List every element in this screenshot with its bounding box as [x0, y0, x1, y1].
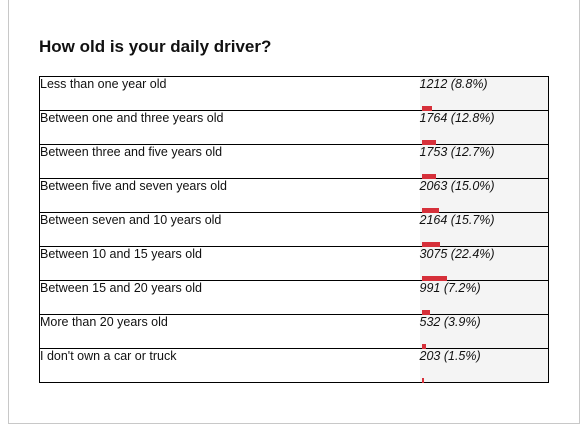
option-label: Between five and seven years old [39, 178, 420, 213]
poll-option-row: Between three and five years old 1753 (1… [39, 144, 549, 179]
poll-option-row: Between seven and 10 years old 2164 (15.… [39, 212, 549, 247]
poll-option-row: Less than one year old 1212 (8.8%) [39, 76, 549, 111]
poll-option-row: Between one and three years old 1764 (12… [39, 110, 549, 145]
option-result: 2063 (15.0%) [419, 178, 549, 213]
option-label: More than 20 years old [39, 314, 420, 349]
result-bar [421, 208, 439, 213]
result-count: 2063 (15.0%) [419, 179, 495, 193]
option-label: Between 15 and 20 years old [39, 280, 420, 315]
result-bar [421, 378, 424, 383]
result-count: 532 (3.9%) [419, 315, 481, 329]
option-label: Less than one year old [39, 76, 420, 111]
poll-option-row: Between five and seven years old 2063 (1… [39, 178, 549, 213]
result-bar [421, 174, 437, 179]
result-bar [421, 106, 432, 111]
result-count: 3075 (22.4%) [419, 247, 495, 261]
result-count: 1764 (12.8%) [419, 111, 495, 125]
result-count: 1212 (8.8%) [419, 77, 488, 91]
poll-results-table: Less than one year old 1212 (8.8%) Betwe… [39, 76, 549, 383]
option-result: 2164 (15.7%) [419, 212, 549, 247]
poll-title: How old is your daily driver? [39, 37, 272, 56]
option-result: 532 (3.9%) [419, 314, 549, 349]
result-bar [421, 344, 426, 349]
option-result: 203 (1.5%) [419, 348, 549, 383]
result-bar [421, 310, 430, 315]
option-label: Between seven and 10 years old [39, 212, 420, 247]
option-label: Between one and three years old [39, 110, 420, 145]
option-result: 1753 (12.7%) [419, 144, 549, 179]
option-result: 1764 (12.8%) [419, 110, 549, 145]
result-count: 1753 (12.7%) [419, 145, 495, 159]
poll-option-row: Between 15 and 20 years old 991 (7.2%) [39, 280, 549, 315]
poll-option-row: I don't own a car or truck 203 (1.5%) [40, 348, 549, 383]
option-label: Between three and five years old [39, 144, 420, 179]
poll-option-row: Between 10 and 15 years old 3075 (22.4%) [39, 246, 549, 281]
result-bar [421, 140, 437, 145]
result-count: 2164 (15.7%) [419, 213, 495, 227]
option-label: I don't own a car or truck [40, 349, 177, 363]
option-label: Between 10 and 15 years old [39, 246, 420, 281]
result-bar [421, 242, 440, 247]
result-count: 991 (7.2%) [419, 281, 481, 295]
poll-option-row: More than 20 years old 532 (3.9%) [39, 314, 549, 349]
result-bar [421, 276, 448, 281]
option-result: 991 (7.2%) [419, 280, 549, 315]
result-count: 203 (1.5%) [419, 349, 481, 363]
option-result: 3075 (22.4%) [419, 246, 549, 281]
option-result: 1212 (8.8%) [419, 76, 549, 111]
